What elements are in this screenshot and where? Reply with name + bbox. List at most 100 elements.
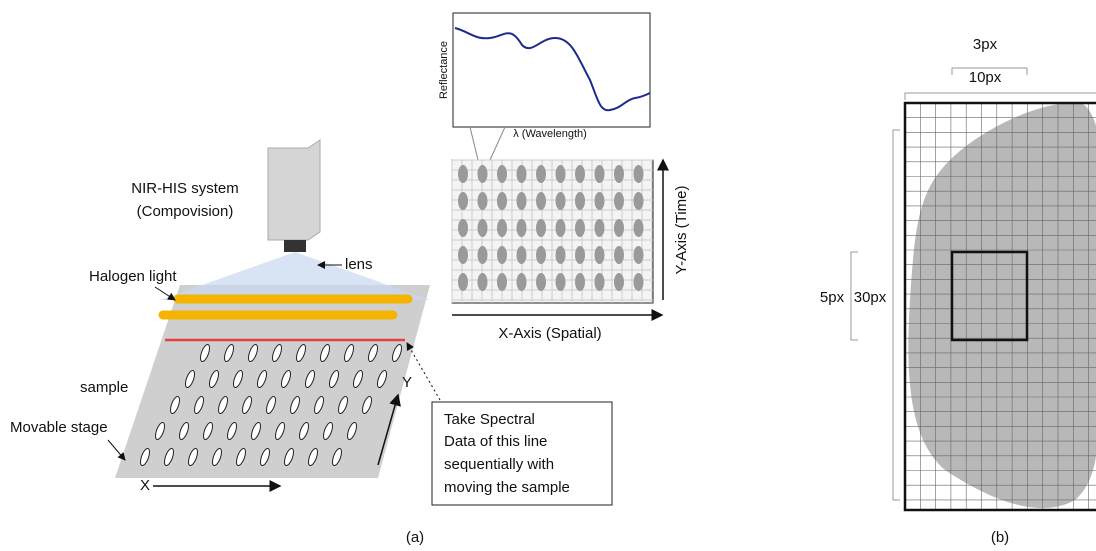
seed-image: [536, 165, 546, 183]
seed: [226, 421, 238, 441]
seed: [169, 395, 181, 415]
callout: [469, 126, 506, 161]
note-line: sequentially with: [444, 456, 554, 473]
seed: [319, 343, 331, 363]
dim-label: 10px: [969, 69, 1002, 86]
caption: (a): [406, 529, 424, 546]
seed-image: [516, 273, 527, 291]
seed-image: [614, 219, 624, 237]
seed: [313, 395, 325, 415]
seed: [241, 395, 253, 415]
seed: [391, 343, 403, 363]
seed: [337, 395, 349, 415]
note-line: moving the sample: [444, 479, 570, 496]
seed-image: [555, 273, 566, 291]
seed-image: [458, 273, 468, 291]
seed-image: [458, 192, 468, 210]
seed-image: [536, 192, 546, 210]
seed-image: [614, 192, 624, 210]
dim-label: 30px: [854, 289, 887, 306]
seed-image: [458, 246, 468, 264]
y-arrow: [377, 393, 401, 466]
seed: [265, 395, 277, 415]
seed: [139, 447, 151, 467]
bracket: [951, 67, 1028, 75]
seed: [208, 369, 220, 389]
seed-image: [575, 273, 585, 291]
spectrum-box: [452, 12, 651, 128]
seed: [304, 369, 316, 389]
seed-image: [516, 246, 527, 264]
seed: [376, 369, 388, 389]
seed-image: [477, 192, 488, 210]
note-box: [431, 401, 613, 506]
samples: [139, 343, 403, 467]
dim-label: 3px: [973, 36, 998, 53]
seed-image: [555, 246, 566, 264]
lens-label: lens: [345, 256, 373, 273]
seed: [322, 421, 334, 441]
bracket: [892, 129, 900, 501]
seed: [235, 447, 247, 467]
seed: [193, 395, 205, 415]
seed-image: [458, 165, 468, 183]
seed: [163, 447, 175, 467]
seed: [211, 447, 223, 467]
sample-label: sample: [80, 379, 128, 396]
seed-image: [614, 246, 624, 264]
outer-border: [903, 101, 1096, 512]
seed-image: [594, 219, 605, 237]
seed: [283, 447, 295, 467]
x-label: X: [140, 477, 150, 494]
camera-title: (Compovision): [137, 203, 234, 220]
x-axis-label: X-Axis (Spatial): [498, 325, 601, 342]
seed: [199, 343, 211, 363]
seed: [223, 343, 235, 363]
seed-image: [536, 246, 546, 264]
seed: [184, 369, 196, 389]
seed-image: [497, 273, 507, 291]
seed-image: [458, 219, 468, 237]
seed-image: [555, 219, 566, 237]
spectrum-curve: [454, 27, 651, 112]
seed: [307, 447, 319, 467]
seed-image: [536, 219, 546, 237]
y-axis-label: Y-Axis (Time): [673, 186, 690, 275]
seed: [331, 447, 343, 467]
seed: [343, 343, 355, 363]
seed-image: [555, 165, 566, 183]
seed: [217, 395, 229, 415]
seed-image: [594, 192, 605, 210]
seed-image: [516, 192, 527, 210]
seed-image: [575, 165, 585, 183]
stage-arrow: [107, 439, 126, 461]
caption: (b): [991, 529, 1009, 546]
seed: [280, 369, 292, 389]
seed-image: [497, 192, 507, 210]
seed-image: [633, 219, 644, 237]
seed-image: [497, 219, 507, 237]
seed-image: [633, 192, 644, 210]
seed-image: [575, 246, 585, 264]
seed: [187, 447, 199, 467]
seed: [250, 421, 262, 441]
seed-image: [594, 165, 605, 183]
seed-image: [594, 246, 605, 264]
hyperspectral-image: [451, 159, 654, 304]
camera-title: NIR-HIS system: [131, 180, 239, 197]
seed: [346, 421, 358, 441]
note-line: Take Spectral: [444, 411, 535, 428]
seed-image: [477, 273, 488, 291]
seed: [202, 421, 214, 441]
seed: [361, 395, 373, 415]
seed-image: [516, 219, 527, 237]
dim-label: 5px: [820, 289, 845, 306]
note-line: Data of this line: [444, 433, 547, 450]
seed-image: [497, 246, 507, 264]
seed: [232, 369, 244, 389]
bracket: [850, 251, 858, 341]
seed-image: [614, 273, 624, 291]
seed: [298, 421, 310, 441]
seed: [271, 343, 283, 363]
